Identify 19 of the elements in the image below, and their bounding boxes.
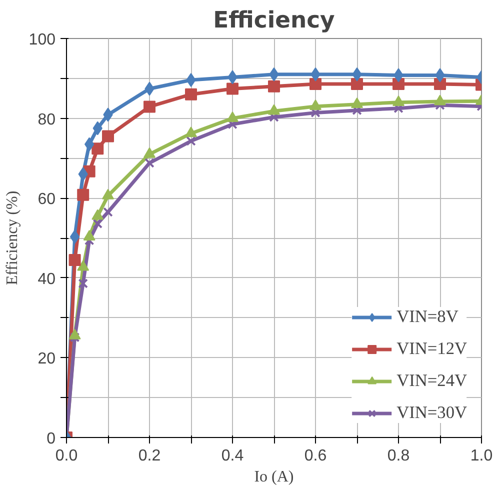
- x-tick-label: 0.0: [55, 448, 78, 464]
- y-tick-label: 60: [38, 191, 56, 208]
- legend-label: VIN=30V: [396, 403, 467, 423]
- legend-label: VIN=12V: [396, 339, 467, 359]
- x-tick-label: 0.2: [138, 448, 161, 464]
- y-tick-label: 100: [28, 32, 56, 48]
- legend-label: VIN=24V: [396, 371, 467, 391]
- x-axis-title: Io (A): [254, 468, 294, 486]
- x-tick-label: 1.0: [470, 448, 493, 464]
- x-tick-label: 0.4: [221, 448, 244, 464]
- y-axis-title: Efficiency (%): [4, 190, 21, 286]
- legend-label: VIN=8V: [396, 307, 458, 327]
- y-tick-label: 0: [46, 430, 56, 448]
- y-tick-label: 40: [38, 270, 56, 288]
- x-tick-label: 0.6: [304, 448, 327, 464]
- x-tick-label: 0.8: [387, 448, 410, 464]
- chart-title: Efficiency: [213, 8, 336, 34]
- y-tick-label: 80: [38, 111, 56, 128]
- y-tick-label: 20: [38, 350, 56, 368]
